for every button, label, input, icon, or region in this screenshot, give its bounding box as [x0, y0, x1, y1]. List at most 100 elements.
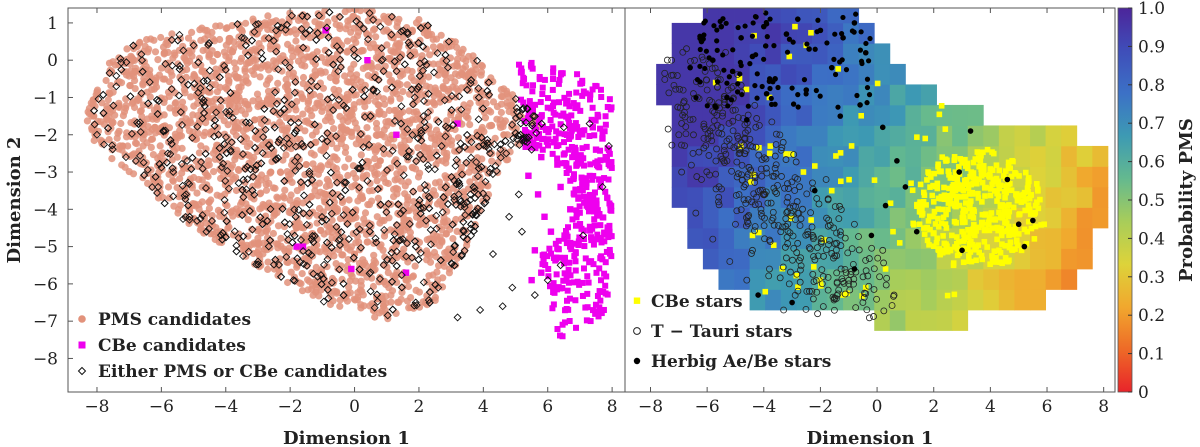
- cbe-star-point: [943, 225, 950, 231]
- pms-candidate-point: [500, 131, 508, 139]
- pms-candidate-point: [163, 36, 171, 45]
- either-candidate-point: [175, 65, 184, 74]
- pms-candidate-point: [381, 100, 389, 108]
- either-candidate-point: [424, 89, 433, 98]
- cbe-star-point: [987, 261, 993, 268]
- pms-candidate-point: [465, 168, 473, 176]
- either-candidate-point: [515, 140, 524, 150]
- cbe-star-point: [956, 164, 962, 170]
- cbe-candidate-point: [567, 239, 574, 246]
- cbe-candidate-point: [597, 297, 604, 304]
- cbe-star-point: [972, 176, 978, 182]
- pms-candidate-point: [400, 245, 408, 253]
- cbe-star-point: [924, 177, 930, 183]
- cbe-candidate-point: [555, 80, 562, 87]
- cbe-candidate-point: [540, 123, 547, 130]
- cbe-candidate-point: [571, 152, 578, 159]
- heatmap-cell: [905, 289, 922, 311]
- cbe-candidate-point: [586, 208, 593, 215]
- either-candidate-point: [145, 78, 154, 87]
- either-candidate-point: [370, 303, 379, 312]
- cbe-star-point: [770, 242, 777, 249]
- either-candidate-point: [198, 114, 207, 123]
- pms-candidate-point: [367, 62, 376, 70]
- either-candidate-point: [193, 122, 202, 131]
- pms-candidate-point: [321, 137, 330, 145]
- pms-candidate-point: [299, 199, 307, 207]
- pms-candidate-point: [264, 258, 272, 266]
- pms-candidate-point: [131, 85, 139, 93]
- heatmap-cell: [702, 248, 719, 270]
- cbe-star-point: [973, 257, 979, 264]
- pms-candidate-point: [202, 145, 210, 153]
- either-candidate-point: [433, 49, 442, 58]
- pms-candidate-point: [390, 106, 398, 115]
- pms-candidate-point: [264, 265, 272, 273]
- cbe-star-point: [1013, 191, 1019, 198]
- pms-candidate-point: [213, 50, 221, 59]
- heatmap-cell: [889, 289, 906, 311]
- pms-candidate-point: [332, 132, 340, 140]
- cbe-star-point: [817, 277, 824, 283]
- cbe-star-point: [987, 192, 994, 199]
- pms-candidate-point: [408, 163, 416, 171]
- cbe-star-point: [990, 225, 996, 231]
- pms-candidate-point: [497, 86, 505, 94]
- either-candidate-point: [442, 56, 451, 65]
- cbe-star-point: [984, 244, 990, 250]
- pms-candidate-point: [177, 103, 185, 111]
- cbe-candidate-point: [545, 265, 552, 272]
- either-candidate-point: [355, 183, 364, 192]
- either-candidate-point: [469, 227, 478, 236]
- heatmap-cell: [734, 43, 751, 65]
- pms-candidate-point: [270, 265, 278, 273]
- t-tauri-point: [742, 129, 749, 137]
- heatmap-cell: [889, 186, 906, 208]
- pms-candidate-point: [341, 72, 349, 80]
- pms-candidate-point: [371, 265, 379, 273]
- pms-candidate-point: [379, 145, 388, 153]
- pms-candidate-point: [139, 135, 147, 143]
- cbe-candidate-point: [553, 128, 560, 135]
- either-candidate-point: [90, 120, 99, 129]
- cbe-star-point: [999, 260, 1005, 267]
- either-candidate-point: [528, 121, 537, 130]
- cbe-star-point: [1034, 186, 1041, 192]
- pms-candidate-point: [426, 144, 434, 152]
- either-candidate-point: [369, 15, 378, 24]
- cbe-star-point: [944, 248, 951, 255]
- cbe-candidate-point: [562, 227, 569, 234]
- heatmap-cell: [687, 227, 704, 249]
- pms-candidate-point: [187, 93, 195, 101]
- pms-candidate-point: [376, 157, 384, 165]
- pms-candidate-point: [314, 165, 322, 173]
- pms-candidate-point: [156, 142, 164, 150]
- heatmap-cell: [702, 186, 719, 208]
- either-candidate-point: [387, 30, 396, 39]
- either-candidate-point: [425, 298, 434, 307]
- either-candidate-point: [399, 206, 408, 215]
- either-candidate-point: [477, 133, 486, 142]
- pms-candidate-point: [223, 24, 231, 32]
- cbe-star-point: [921, 225, 927, 231]
- pms-candidate-point: [344, 171, 352, 180]
- pms-candidate-point: [299, 73, 308, 82]
- either-candidate-point: [272, 26, 281, 35]
- either-candidate-point: [108, 145, 117, 154]
- heatmap-cell: [858, 207, 875, 229]
- cbe-star-point: [840, 292, 846, 298]
- pms-candidate-point: [333, 207, 341, 215]
- pms-candidate-point: [120, 108, 129, 116]
- heatmap-cell: [1045, 125, 1062, 147]
- either-candidate-point: [405, 219, 414, 228]
- either-candidate-point: [271, 88, 280, 97]
- cbe-star-point: [969, 207, 976, 213]
- either-candidate-point: [417, 126, 426, 135]
- pms-candidate-point: [343, 290, 351, 298]
- pms-candidate-point: [399, 88, 407, 96]
- pms-candidate-point: [371, 155, 379, 163]
- cbe-star-point: [990, 150, 997, 157]
- cbe-star-point: [1007, 165, 1014, 172]
- pms-candidate-point: [402, 276, 410, 284]
- cbe-star-point: [808, 29, 814, 36]
